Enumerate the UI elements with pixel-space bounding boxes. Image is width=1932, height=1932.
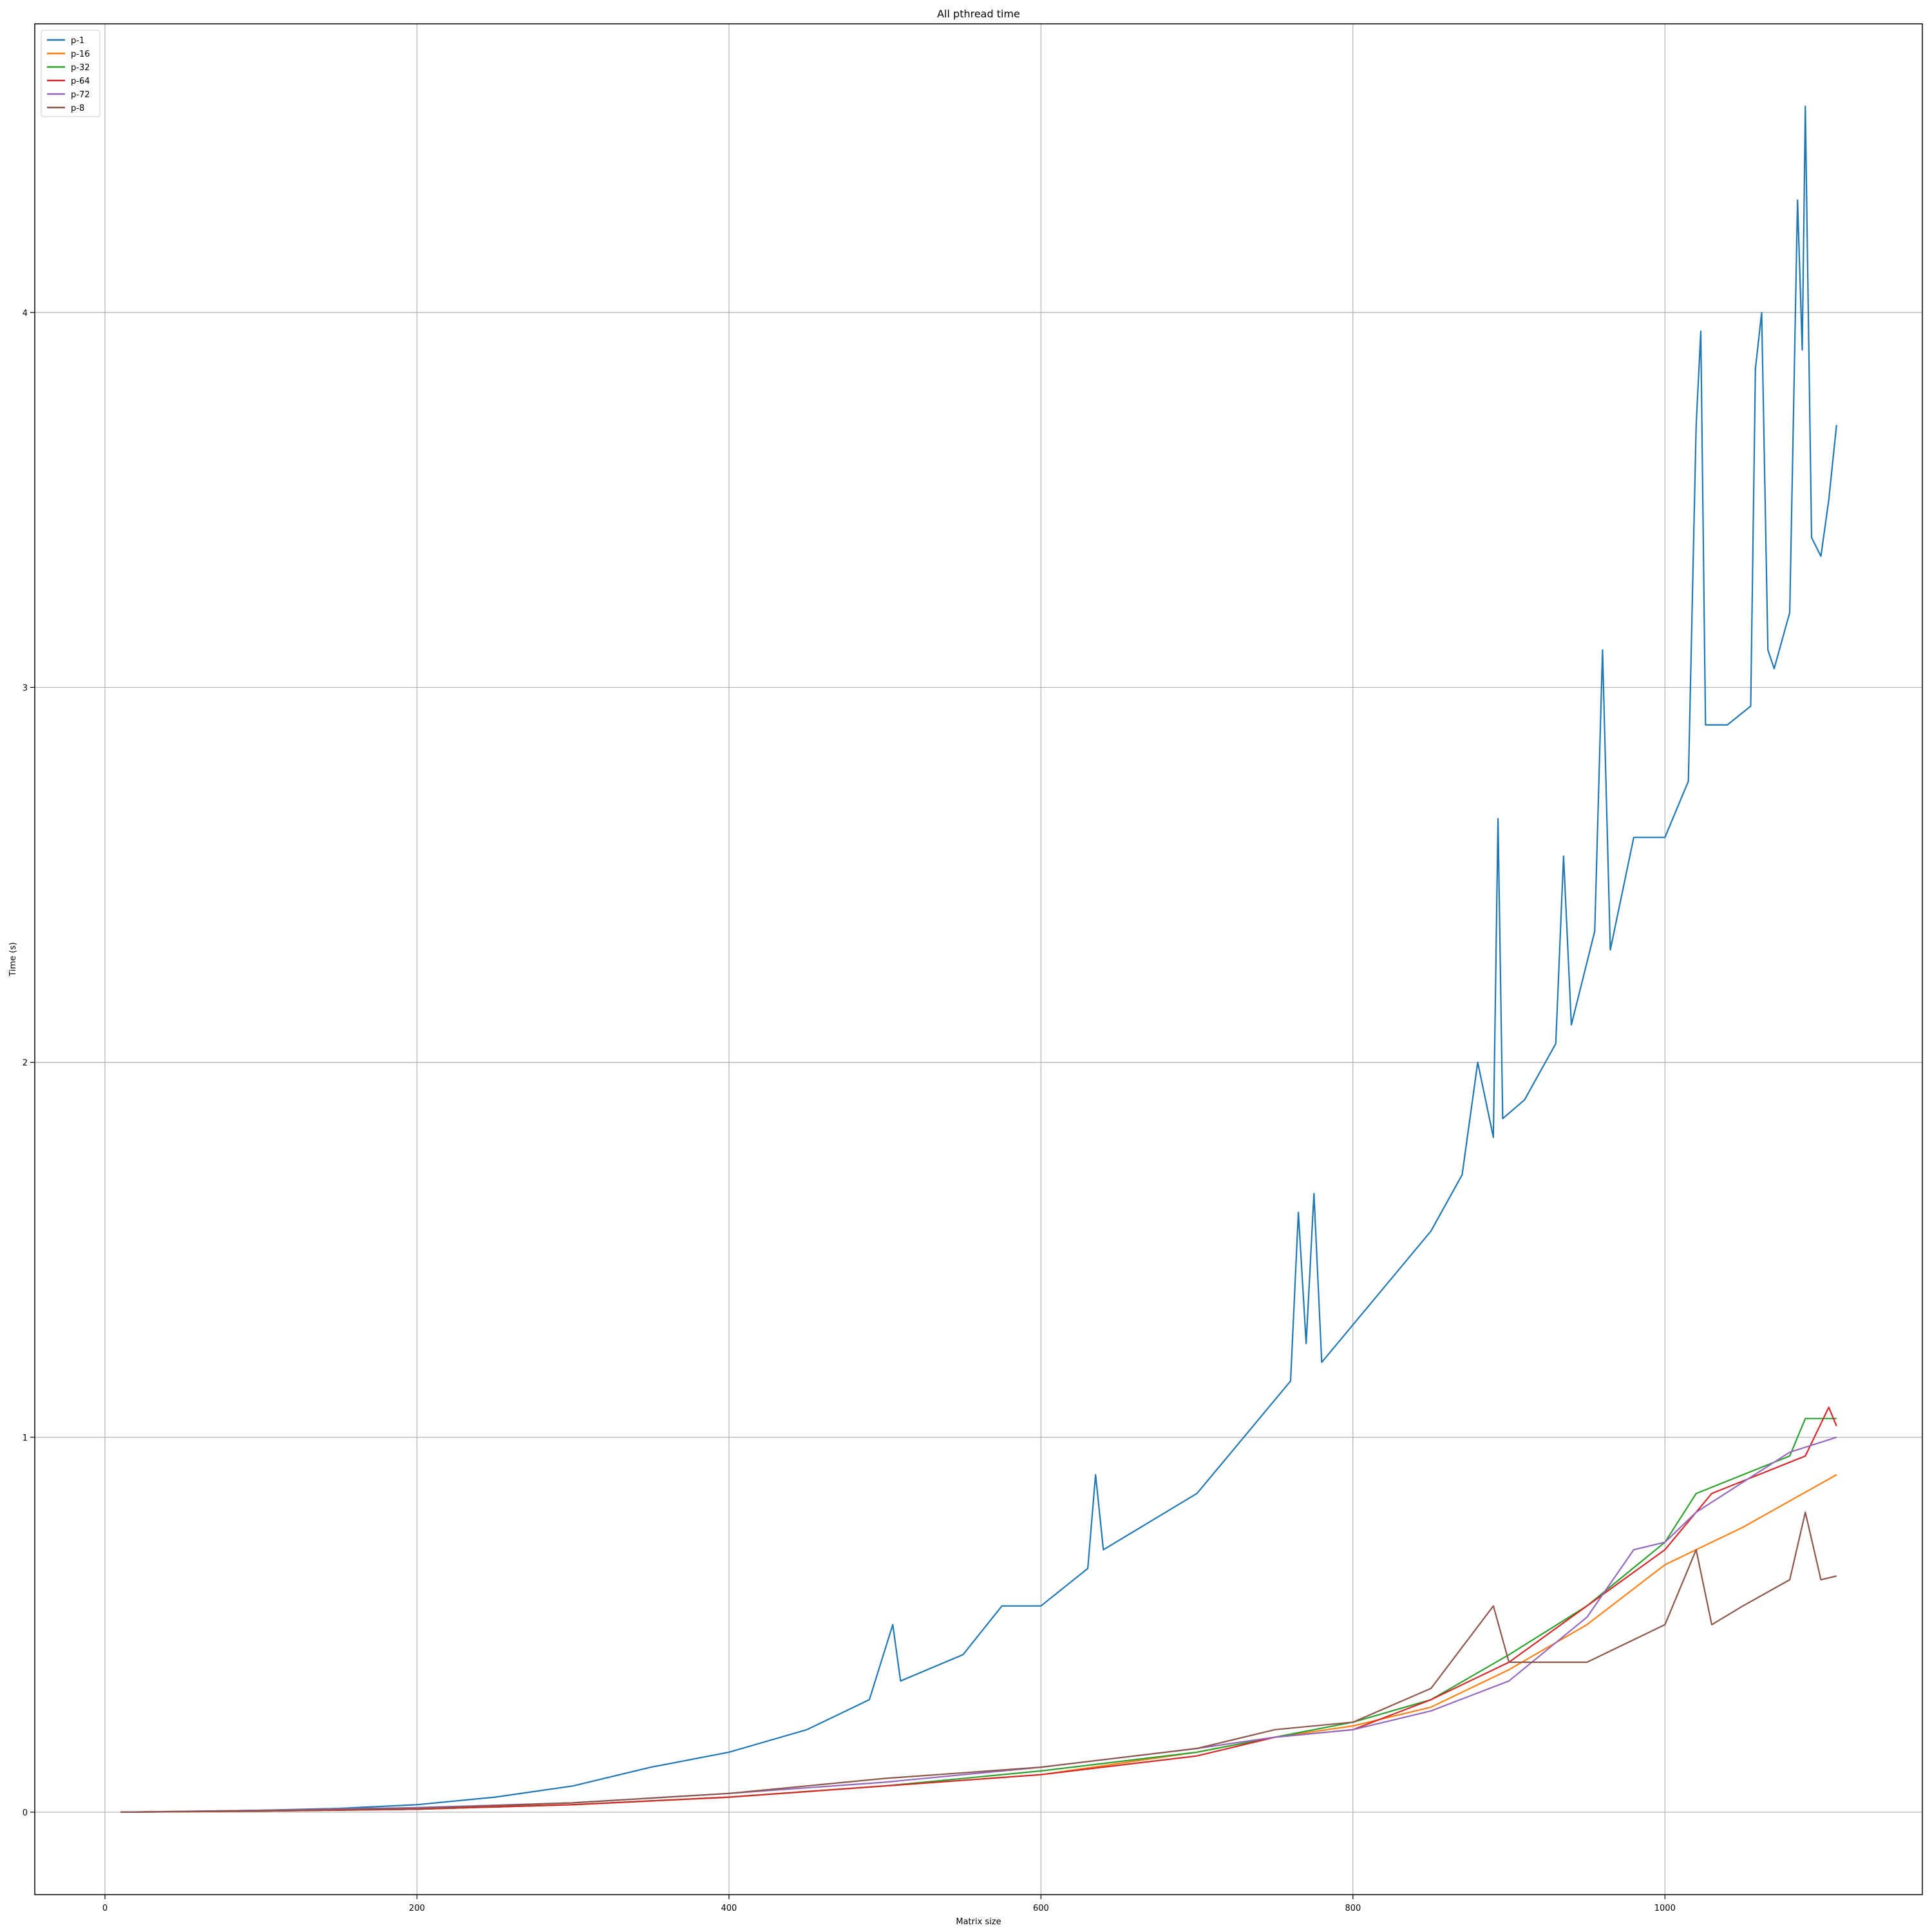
y-axis-label: Time (s) xyxy=(8,942,18,977)
grid xyxy=(35,24,1922,1895)
legend-label: p-72 xyxy=(71,90,90,100)
x-axis-label: Matrix size xyxy=(956,1917,1001,1927)
x-tick-label: 600 xyxy=(1033,1904,1049,1913)
legend-label: p-64 xyxy=(71,77,90,86)
x-tick-label: 0 xyxy=(102,1904,108,1913)
y-tick-label: 1 xyxy=(23,1434,28,1443)
plot-frame xyxy=(34,23,1923,1895)
legend-frame xyxy=(41,30,100,117)
series-line-p-1 xyxy=(120,106,1837,1813)
series-layer xyxy=(120,106,1837,1813)
legend: p-1 p-16 p-32 p-64 p-72 p-8 xyxy=(41,30,100,117)
x-tick-label: 400 xyxy=(721,1904,737,1913)
y-tick-label: 0 xyxy=(23,1808,28,1818)
ticks: 0 200 400 600 800 1000 0 1 2 3 4 xyxy=(23,308,1676,1913)
x-tick-label: 800 xyxy=(1345,1904,1361,1913)
legend-label: p-32 xyxy=(71,63,90,73)
y-tick-label: 2 xyxy=(23,1059,28,1068)
legend-label: p-1 xyxy=(71,36,84,46)
y-tick-label: 4 xyxy=(23,308,28,318)
legend-label: p-8 xyxy=(71,104,84,113)
x-tick-label: 200 xyxy=(409,1904,425,1913)
x-tick-label: 1000 xyxy=(1654,1904,1676,1913)
series-line-p-8 xyxy=(120,1511,1837,1813)
y-tick-label: 3 xyxy=(23,683,28,693)
chart-title: All pthread time xyxy=(937,8,1020,20)
legend-label: p-16 xyxy=(71,50,90,59)
